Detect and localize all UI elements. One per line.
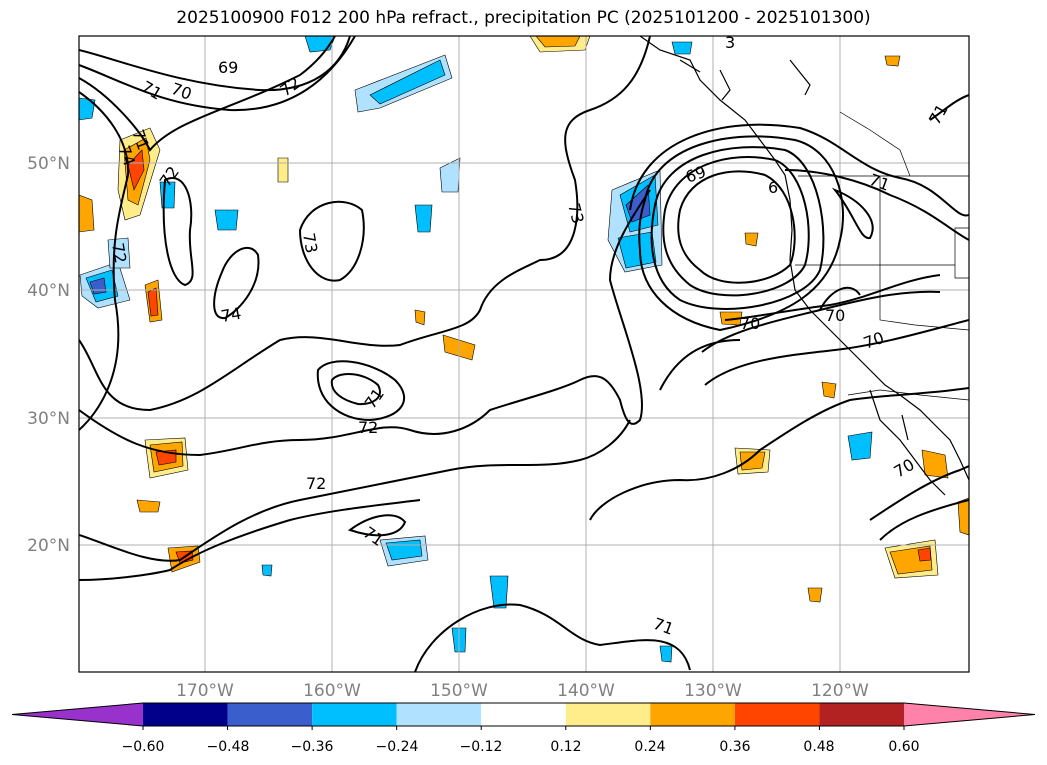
precip-patch xyxy=(414,309,426,326)
colorbar-tick-label: 0.36 xyxy=(719,739,750,755)
colorbar-segment xyxy=(312,703,397,726)
lon-label: 120°W xyxy=(811,681,869,701)
lon-label: 150°W xyxy=(430,681,488,701)
colorbar-segment xyxy=(904,703,1035,726)
map-title: 2025100900 F012 200 hPa refract., precip… xyxy=(176,8,871,28)
contour-label: 70 xyxy=(825,306,845,325)
precip-patch xyxy=(369,59,446,105)
contour-label: 70 xyxy=(861,328,887,353)
precip-patch xyxy=(917,547,932,562)
contour-label: 71 xyxy=(867,170,893,195)
colorbar-segment xyxy=(481,703,566,726)
colorbar-tick-label: −0.24 xyxy=(376,739,419,755)
precipitation-shading xyxy=(79,36,969,663)
latitude-labels: 50°N 40°N 30°N 20°N xyxy=(27,154,70,556)
lon-label: 160°W xyxy=(303,681,361,701)
lat-label: 50°N xyxy=(27,154,70,174)
precip-patch xyxy=(617,231,657,269)
colorbar-segment xyxy=(227,703,313,726)
colorbar-segment xyxy=(396,703,482,726)
contour-label: 69 xyxy=(218,58,238,77)
precip-patch xyxy=(439,157,461,193)
lat-label: 40°N xyxy=(27,281,70,301)
colorbar-tick-label: −0.48 xyxy=(207,739,250,755)
colorbar-segment xyxy=(12,703,143,726)
lon-label: 140°W xyxy=(557,681,615,701)
precip-patch xyxy=(261,564,273,577)
colorbar-tick-label: 0.24 xyxy=(634,739,665,755)
colorbar: −0.60 −0.48 −0.36 −0.24 −0.12 0.12 0.24 … xyxy=(11,702,1036,755)
precip-patch xyxy=(671,41,693,55)
contour-label: 70 xyxy=(740,314,760,333)
precip-patch xyxy=(127,149,145,191)
colorbar-tick-label: −0.12 xyxy=(460,739,503,755)
colorbar-segment xyxy=(143,703,228,726)
precip-patch xyxy=(214,209,239,231)
precip-patch xyxy=(739,451,766,471)
lat-label: 20°N xyxy=(27,536,70,556)
graticule xyxy=(79,36,969,672)
colorbar-tick-label: −0.60 xyxy=(122,739,165,755)
precip-patch xyxy=(535,36,581,48)
precip-patch xyxy=(957,497,969,536)
colorbar-tick-label: 0.12 xyxy=(550,739,581,755)
contour-label: 73 xyxy=(564,201,588,226)
contour-label: 72 xyxy=(156,163,183,191)
precip-patch xyxy=(136,499,161,513)
precip-patch xyxy=(744,232,759,247)
contour-label: 72 xyxy=(306,474,326,493)
contour-label: 71 xyxy=(138,77,165,104)
refractivity-contours xyxy=(79,36,969,672)
contour-labels: 69 70 71 72 71 74 72 72 73 74 71 72 72 7… xyxy=(108,33,952,639)
colorbar-segments xyxy=(11,702,1036,730)
precip-patch xyxy=(625,184,651,223)
colorbar-segment xyxy=(565,703,651,726)
precip-patch xyxy=(147,287,159,317)
contour-label: 72 xyxy=(276,73,304,100)
colorbar-segment xyxy=(819,703,904,726)
contour-label: 71 xyxy=(925,101,952,128)
contour-label: 6 xyxy=(768,178,778,197)
colorbar-tick-label: −0.36 xyxy=(291,739,334,755)
precip-patch xyxy=(659,645,673,663)
precip-patch xyxy=(79,194,95,233)
longitude-labels: 170°W 160°W 150°W 140°W 130°W 120°W xyxy=(176,681,869,701)
colorbar-tick-label: 0.48 xyxy=(803,739,834,755)
contour-label: 71 xyxy=(651,614,677,639)
lon-label: 130°W xyxy=(684,681,742,701)
colorbar-tick-labels: −0.60 −0.48 −0.36 −0.24 −0.12 0.12 0.24 … xyxy=(122,739,920,755)
precip-patch xyxy=(884,55,901,67)
precip-patch xyxy=(277,157,289,183)
lat-label: 30°N xyxy=(27,409,70,429)
contour-label: 73 xyxy=(299,231,321,254)
coastlines xyxy=(639,36,969,496)
contour-label: 3 xyxy=(725,33,735,52)
precip-patch xyxy=(385,539,423,561)
lon-label: 170°W xyxy=(176,681,234,701)
precip-patch xyxy=(807,587,823,603)
colorbar-tick-label: 0.60 xyxy=(888,739,919,755)
colorbar-segment xyxy=(734,703,820,726)
precip-patch xyxy=(921,449,949,479)
contour-label: 74 xyxy=(219,304,242,326)
precip-patch xyxy=(489,575,509,609)
colorbar-segment xyxy=(650,703,735,726)
map-frame xyxy=(78,35,970,673)
contour-label: 72 xyxy=(108,241,130,264)
contour-label: 71 xyxy=(361,385,388,413)
precip-patch xyxy=(847,431,873,461)
precip-patch xyxy=(414,204,433,233)
contour-label: 72 xyxy=(358,418,378,437)
precip-patch xyxy=(821,381,837,399)
